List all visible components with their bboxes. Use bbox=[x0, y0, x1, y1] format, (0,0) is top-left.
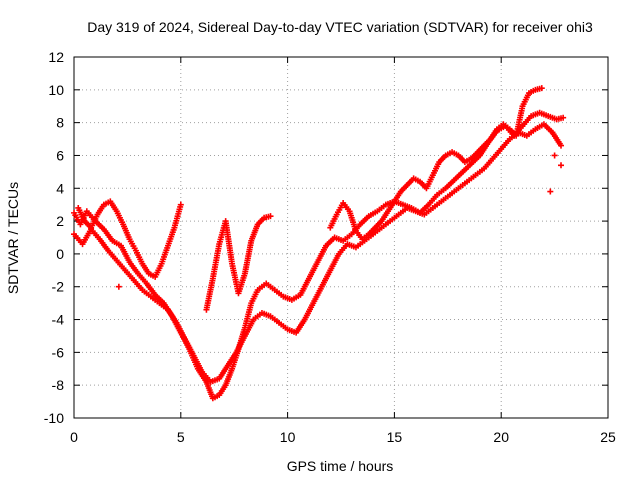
y-tick-label: 10 bbox=[48, 82, 64, 98]
y-tick-label: -8 bbox=[52, 377, 65, 393]
data-point bbox=[560, 114, 567, 121]
series-scattered-points bbox=[115, 152, 565, 290]
y-tick-label: 6 bbox=[56, 147, 64, 163]
y-tick-label: 4 bbox=[56, 180, 64, 196]
y-tick-label: 0 bbox=[56, 246, 64, 262]
x-tick-label: 0 bbox=[70, 429, 78, 445]
data-point bbox=[558, 162, 565, 169]
series-track-1 bbox=[71, 109, 567, 402]
data-point bbox=[267, 213, 274, 220]
series-track-4 bbox=[203, 213, 274, 313]
data-point bbox=[551, 152, 558, 159]
x-tick-label: 15 bbox=[387, 429, 403, 445]
x-axis-title: GPS time / hours bbox=[287, 458, 394, 474]
y-axis-title: SDTVAR / TECUs bbox=[5, 182, 21, 294]
data-point bbox=[538, 85, 545, 92]
data-point bbox=[115, 283, 122, 290]
data-point bbox=[558, 142, 565, 149]
x-tick-label: 20 bbox=[493, 429, 509, 445]
y-tick-label: -6 bbox=[52, 344, 65, 360]
y-tick-label: 8 bbox=[56, 115, 64, 131]
chart-title: Day 319 of 2024, Sidereal Day-to-day VTE… bbox=[87, 19, 593, 35]
y-tick-label: 12 bbox=[48, 49, 64, 65]
series-track-5 bbox=[327, 85, 545, 243]
data-marks bbox=[71, 85, 567, 402]
y-tick-label: -4 bbox=[52, 312, 65, 328]
x-tick-label: 10 bbox=[280, 429, 296, 445]
x-tick-label: 5 bbox=[177, 429, 185, 445]
x-tick-label: 25 bbox=[600, 429, 616, 445]
data-point bbox=[547, 188, 554, 195]
y-tick-label: 2 bbox=[56, 213, 64, 229]
y-tick-label: -10 bbox=[44, 410, 64, 426]
tick-labels: 0 5 10 15 20 25 -10 -8 -6 -4 -2 0 2 4 6 8 10 12 bbox=[44, 49, 616, 445]
plot-frame bbox=[73, 56, 609, 419]
ticks bbox=[73, 56, 609, 419]
y-tick-label: -2 bbox=[52, 279, 65, 295]
data-point bbox=[177, 201, 184, 208]
plot-frame-group bbox=[73, 56, 609, 419]
series-track-2 bbox=[71, 121, 565, 385]
series-track-3 bbox=[75, 198, 184, 280]
